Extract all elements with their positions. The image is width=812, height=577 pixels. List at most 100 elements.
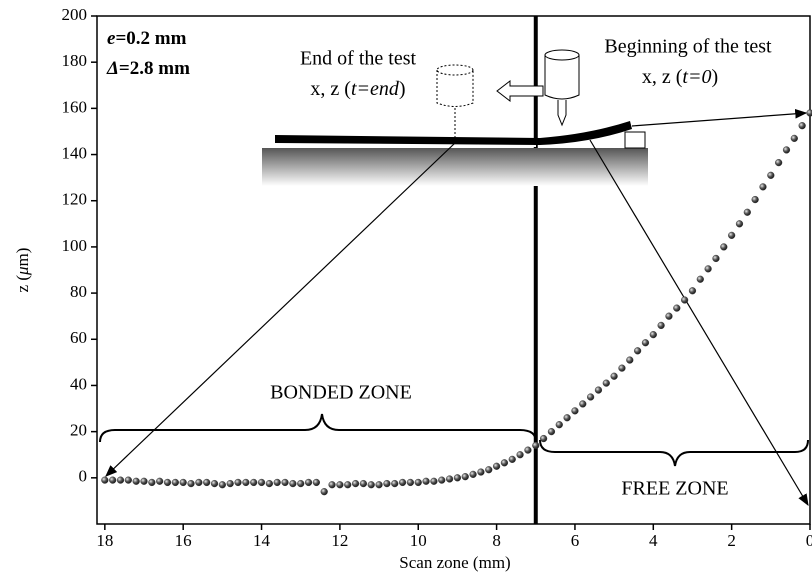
data-point	[791, 135, 798, 142]
data-point	[156, 478, 163, 485]
data-point	[321, 488, 328, 495]
braces	[100, 414, 808, 466]
data-point	[384, 480, 391, 487]
data-point	[203, 479, 210, 486]
text: )	[711, 66, 718, 88]
x-tick-label: 18	[96, 531, 113, 550]
text: x, z (	[642, 66, 683, 88]
data-point	[658, 322, 665, 329]
data-point	[493, 463, 500, 470]
x-tick-label: 6	[571, 531, 580, 550]
data-point	[258, 479, 265, 486]
annotation-text: =2.8 mm	[119, 58, 190, 79]
plot-frame	[97, 16, 810, 524]
data-point	[101, 477, 108, 484]
data-point	[391, 480, 398, 487]
data-point	[556, 421, 563, 428]
data-point	[344, 481, 351, 488]
data-point	[297, 480, 304, 487]
x-tick-label: 2	[727, 531, 736, 550]
data-point	[767, 172, 774, 179]
data-point	[211, 480, 218, 487]
data-point	[650, 331, 657, 338]
data-point	[219, 481, 226, 488]
data-point	[423, 478, 430, 485]
data-point	[407, 479, 414, 486]
data-point	[462, 473, 469, 480]
data-point	[603, 380, 610, 387]
data-point	[548, 428, 555, 435]
y-tick-label: 80	[70, 282, 87, 301]
data-point	[438, 477, 445, 484]
y-tick-label: 160	[62, 97, 88, 116]
y-tick-label: 100	[62, 236, 88, 255]
data-point	[485, 466, 492, 473]
data-point	[673, 305, 680, 312]
data-point	[360, 480, 367, 487]
text: μ	[13, 266, 32, 276]
x-tick-label: 10	[410, 531, 427, 550]
data-point	[141, 478, 148, 485]
data-point	[595, 387, 602, 394]
data-point	[329, 481, 336, 488]
text: t=0	[682, 66, 711, 88]
data-point	[525, 447, 532, 454]
data-point	[579, 401, 586, 408]
data-point	[736, 220, 743, 227]
data-point	[689, 287, 696, 294]
data-point	[564, 414, 571, 421]
data-point	[368, 481, 375, 488]
beam	[275, 121, 632, 145]
data-point	[760, 183, 767, 190]
deflection: Δ=2.8 mm	[106, 58, 190, 79]
data-point	[634, 347, 641, 354]
data-point	[352, 480, 359, 487]
data-point	[376, 481, 383, 488]
data-point	[227, 480, 234, 487]
data-point	[195, 479, 202, 486]
data-point	[172, 479, 179, 486]
y-axis-title: z (μm)	[13, 248, 32, 293]
data-point	[117, 477, 124, 484]
x-tick-label: 16	[175, 531, 192, 550]
data-point	[720, 244, 727, 251]
data-point	[470, 471, 477, 478]
thickness: e=0.2 mm	[107, 28, 187, 49]
x-tick-label: 8	[492, 531, 501, 550]
data-point	[697, 276, 704, 283]
text: z (	[13, 275, 32, 293]
data-point	[728, 232, 735, 239]
x-tick-label: 0	[806, 531, 812, 550]
data-point	[305, 479, 312, 486]
data-point	[109, 477, 116, 484]
data-point	[666, 313, 673, 320]
y-tick-label: 120	[62, 190, 88, 209]
free-label: FREE ZONE	[621, 478, 728, 500]
y-tick-label: 180	[62, 51, 88, 70]
data-point	[399, 479, 406, 486]
x-axis-title: Scan zone (mm)	[399, 553, 510, 572]
data-point	[540, 435, 547, 442]
data-point	[289, 480, 296, 487]
data-point	[478, 469, 485, 476]
data-point	[415, 479, 422, 486]
data-point	[431, 478, 438, 485]
data-point	[642, 339, 649, 346]
y-tick-label: 140	[62, 143, 88, 162]
data-point	[282, 479, 289, 486]
data-point	[148, 479, 155, 486]
text: x, z (	[310, 78, 351, 100]
data-point	[164, 479, 171, 486]
data-point	[509, 456, 516, 463]
data-point	[242, 479, 249, 486]
annotation-text: =0.2 mm	[115, 28, 186, 49]
data-point	[446, 476, 453, 483]
data-point	[266, 480, 273, 487]
text: m)	[13, 248, 32, 267]
y-tick-label: 60	[70, 328, 87, 347]
chart: e=0.2 mm Δ=2.8 mm End of the test x, z (…	[0, 0, 812, 577]
data-point	[807, 110, 812, 117]
x-tick-label: 14	[253, 531, 271, 550]
data-point	[517, 451, 524, 458]
data-point	[611, 373, 618, 380]
